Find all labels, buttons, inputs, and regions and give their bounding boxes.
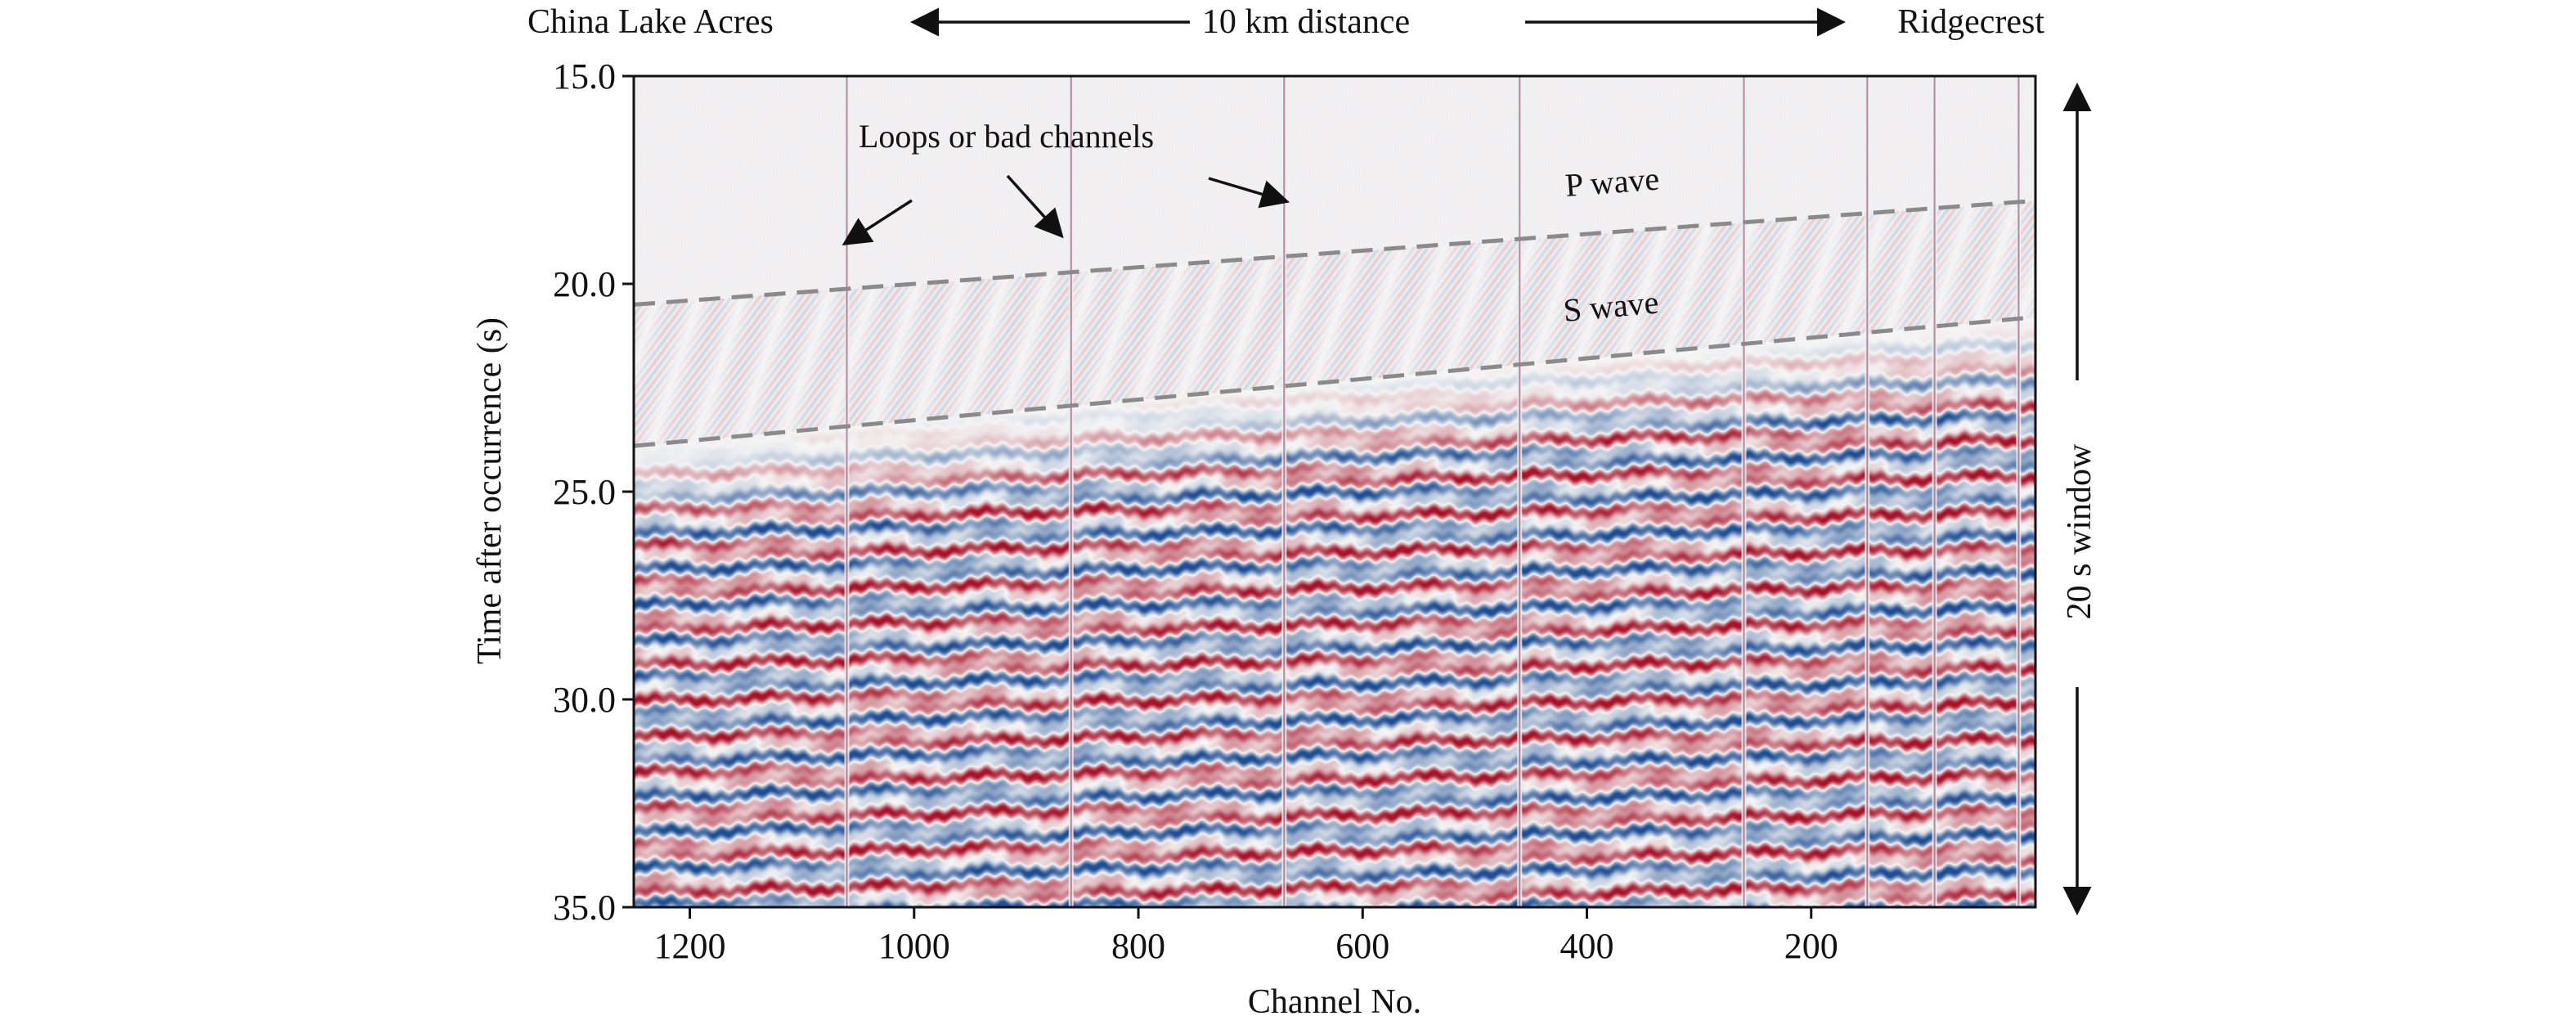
top-right-label: Ridgecrest xyxy=(1897,3,2044,41)
bad-channel-lines xyxy=(844,76,2022,907)
bad-channel-arrow xyxy=(1006,174,1064,239)
x-axis: 1200 1000 800 600 400 200 xyxy=(654,907,1838,966)
y-tick-label: 25.0 xyxy=(553,472,616,512)
bad-channel-core xyxy=(1933,76,1936,907)
bad-channel-arrow xyxy=(841,199,913,245)
phase-lines xyxy=(633,198,2036,448)
bad-channel-core xyxy=(2017,76,2020,907)
x-tick-label: 200 xyxy=(1784,926,1838,966)
top-center-label: 10 km distance xyxy=(1202,3,1410,41)
x-tick-label: 400 xyxy=(1560,926,1614,966)
bad-channel-core xyxy=(1743,76,1745,907)
bad-channels-label: Loops or bad channels xyxy=(859,118,1154,155)
phase-line xyxy=(633,315,2036,448)
bad-channel-core xyxy=(846,76,848,907)
x-tick-label: 1200 xyxy=(654,926,726,966)
y-tick-label: 20.0 xyxy=(553,264,616,304)
annotations: Loops or bad channels P wave S wave xyxy=(841,118,1661,329)
top-left-label: China Lake Acres xyxy=(527,3,774,41)
top-annotation: China Lake Acres 10 km distance Ridgecre… xyxy=(527,3,2044,41)
p-wave-label: P wave xyxy=(1564,160,1660,204)
y-tick-label: 30.0 xyxy=(553,680,616,720)
plot-area xyxy=(632,74,2037,909)
y-axis: 15.0 20.0 25.0 30.0 35.0 xyxy=(553,56,634,928)
y-tick-label: 15.0 xyxy=(553,56,616,97)
bad-channel-core xyxy=(1866,76,1869,907)
phase-line xyxy=(633,198,2036,307)
bad-channel-arrows xyxy=(841,174,1290,245)
bad-channel-core xyxy=(1070,76,1072,907)
s-wave-label: S wave xyxy=(1562,283,1660,328)
x-axis-label: Channel No. xyxy=(1248,983,1421,1021)
heatmap xyxy=(634,76,2035,907)
window-annotation: 20 s window xyxy=(2061,83,2098,915)
bad-channel-arrow xyxy=(1208,177,1290,209)
x-tick-label: 1000 xyxy=(878,926,950,966)
window-label: 20 s window xyxy=(2061,443,2098,619)
wavefield-image xyxy=(634,76,2035,907)
y-axis-label: Time after occurrence (s) xyxy=(471,317,509,664)
x-tick-label: 800 xyxy=(1111,926,1165,966)
y-tick-label: 35.0 xyxy=(553,888,616,928)
bad-channel-core xyxy=(1519,76,1521,907)
bad-channel-core xyxy=(1283,76,1286,907)
x-tick-label: 600 xyxy=(1335,926,1389,966)
